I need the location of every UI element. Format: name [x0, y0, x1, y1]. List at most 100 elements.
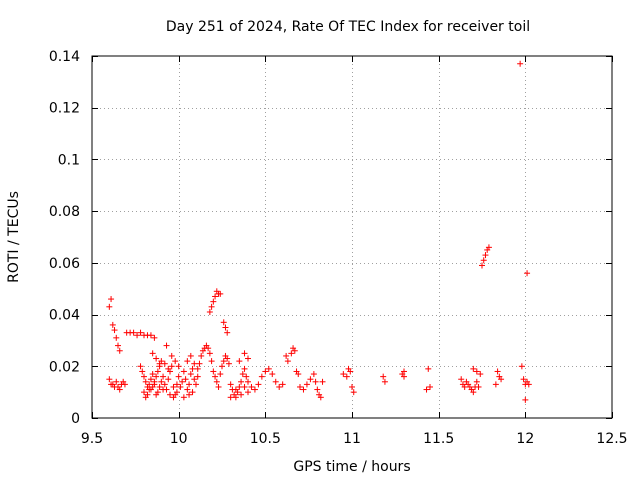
y-tick-label: 0 [71, 411, 80, 427]
data-point [427, 383, 433, 390]
data-point [236, 358, 243, 365]
data-point [210, 298, 217, 305]
data-point [220, 319, 227, 326]
data-point [239, 371, 246, 378]
data-point [116, 386, 123, 393]
data-point [248, 383, 255, 390]
data-point [520, 376, 527, 383]
data-point [187, 352, 194, 359]
data-point [245, 378, 251, 385]
data-point [224, 355, 231, 362]
data-point [473, 368, 480, 375]
data-point [213, 378, 220, 385]
data-point [144, 391, 151, 398]
data-point [208, 303, 215, 310]
data-point [227, 381, 234, 388]
data-point [458, 376, 465, 383]
data-point [224, 329, 231, 336]
data-point [147, 376, 154, 383]
x-axis-label: GPS time / hours [293, 459, 410, 475]
data-point [212, 293, 219, 300]
data-point [262, 368, 269, 375]
x-tick-label: 10 [170, 431, 188, 447]
data-point [111, 327, 118, 334]
data-point [189, 389, 196, 396]
data-point [401, 368, 407, 375]
data-point [236, 383, 243, 390]
data-point [177, 383, 184, 390]
data-point [498, 376, 505, 383]
data-point [160, 386, 167, 393]
data-point [470, 389, 477, 396]
x-tick-labels: 9.5 10 10.5 11 11.5 12 12.5 [81, 431, 628, 447]
y-tick-label: 0.08 [49, 204, 80, 220]
data-point [193, 381, 199, 388]
data-point [297, 383, 303, 390]
x-tick-label: 11 [343, 431, 361, 447]
data-point [225, 360, 232, 367]
data-point [310, 371, 317, 378]
data-point [212, 373, 219, 380]
y-tick-label: 0.1 [58, 152, 80, 168]
data-point [206, 350, 213, 357]
data-point [245, 389, 251, 396]
data-point [160, 373, 167, 380]
data-point [173, 389, 180, 396]
data-point [276, 383, 283, 390]
data-point [300, 386, 307, 393]
data-point [198, 352, 205, 359]
data-point [241, 383, 248, 390]
data-point [184, 386, 191, 393]
data-point [461, 383, 468, 390]
data-point [172, 358, 179, 365]
data-point [153, 355, 160, 362]
data-point [180, 394, 187, 401]
data-point [245, 355, 251, 362]
data-point [165, 376, 172, 383]
data-point [168, 363, 175, 370]
data-point [517, 60, 524, 67]
data-point [141, 373, 147, 380]
data-point [154, 368, 161, 375]
data-point [180, 368, 187, 375]
data-point [343, 373, 350, 380]
x-tick-label: 10.5 [250, 431, 281, 447]
data-point [184, 358, 191, 365]
data-points [106, 60, 532, 403]
data-point [241, 350, 248, 357]
data-point [265, 365, 272, 372]
data-point [189, 365, 196, 372]
data-point [479, 262, 485, 269]
data-point [161, 381, 168, 388]
data-point [241, 365, 248, 372]
data-point [345, 365, 352, 372]
data-point [258, 373, 265, 380]
data-point [423, 386, 430, 393]
data-point [130, 329, 137, 336]
y-tick-label: 0.14 [49, 49, 80, 65]
data-point [217, 290, 224, 297]
data-point [113, 334, 120, 341]
data-point [238, 378, 245, 385]
data-point [220, 358, 227, 365]
data-point [191, 360, 198, 367]
data-point [156, 360, 163, 367]
data-point [208, 358, 215, 365]
data-point [255, 381, 262, 388]
data-point [210, 368, 217, 375]
data-point [381, 378, 388, 385]
x-tick-label: 12 [516, 431, 534, 447]
data-point [475, 383, 482, 390]
data-point [167, 391, 173, 398]
grid-lines [92, 56, 612, 418]
data-point [194, 373, 201, 380]
data-point [175, 373, 182, 380]
data-point [219, 363, 225, 370]
data-point [191, 376, 198, 383]
data-point [170, 383, 177, 390]
data-point [151, 381, 158, 388]
data-point [156, 383, 163, 390]
data-point [147, 332, 154, 339]
data-point [139, 368, 146, 375]
